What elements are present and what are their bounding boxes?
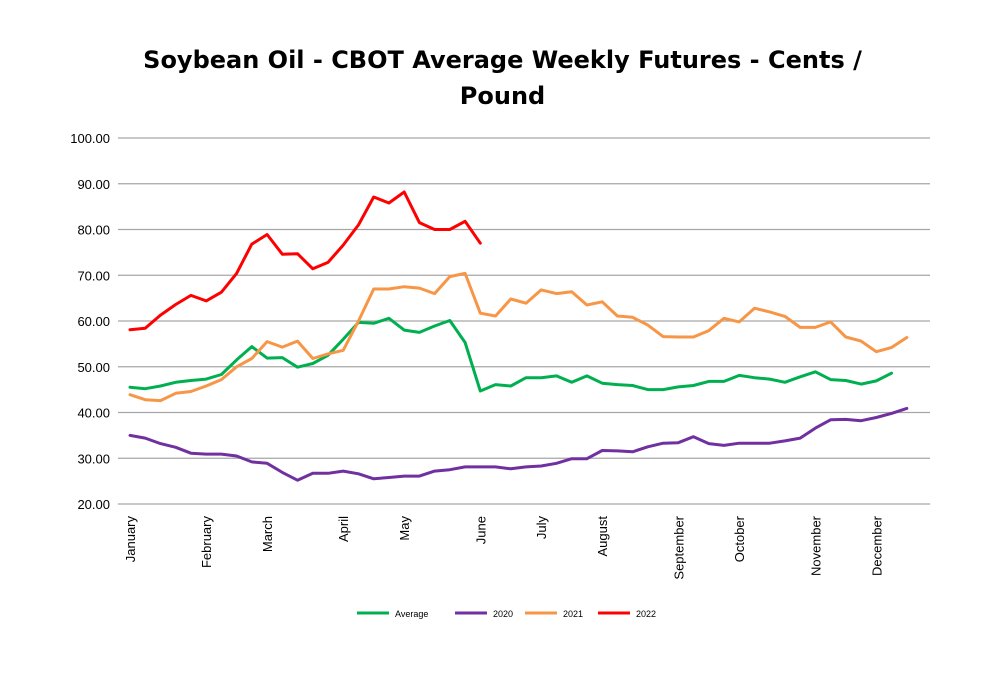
legend-label: 2021 xyxy=(563,609,583,619)
x-month-label: December xyxy=(869,515,884,576)
legend-label: 2022 xyxy=(636,609,656,619)
y-tick-label: 60.00 xyxy=(77,314,110,329)
y-tick-label: 90.00 xyxy=(77,177,110,192)
x-month-label: April xyxy=(336,516,351,542)
chart-title: Soybean Oil - CBOT Average Weekly Future… xyxy=(0,42,1005,114)
x-month-label: March xyxy=(260,516,275,552)
chart-title-line-2: Pound xyxy=(459,82,546,110)
x-month-label: November xyxy=(808,515,823,576)
x-month-label: August xyxy=(595,516,610,557)
series-line-average xyxy=(128,316,893,393)
y-tick-label: 30.00 xyxy=(77,451,110,466)
series-line-2021 xyxy=(128,271,909,403)
y-tick-label: 70.00 xyxy=(77,268,110,283)
y-tick-label: 80.00 xyxy=(77,223,110,238)
x-month-label: October xyxy=(732,515,747,562)
legend-label: 2020 xyxy=(493,609,513,619)
x-month-label: June xyxy=(473,516,488,544)
y-tick-label: 50.00 xyxy=(77,360,110,375)
x-month-label: September xyxy=(671,515,686,579)
series-line-2022 xyxy=(128,190,482,332)
chart-title-line-1: Soybean Oil - CBOT Average Weekly Future… xyxy=(143,46,862,74)
y-tick-label: 20.00 xyxy=(77,497,110,512)
x-month-label: February xyxy=(199,516,214,569)
x-month-label: May xyxy=(397,516,412,541)
y-tick-label: 100.00 xyxy=(70,131,110,146)
x-month-label: July xyxy=(534,516,549,540)
legend-label: Average xyxy=(395,609,428,619)
series-line-2020 xyxy=(128,406,909,482)
y-tick-label: 40.00 xyxy=(77,406,110,421)
x-month-label: January xyxy=(123,516,138,563)
